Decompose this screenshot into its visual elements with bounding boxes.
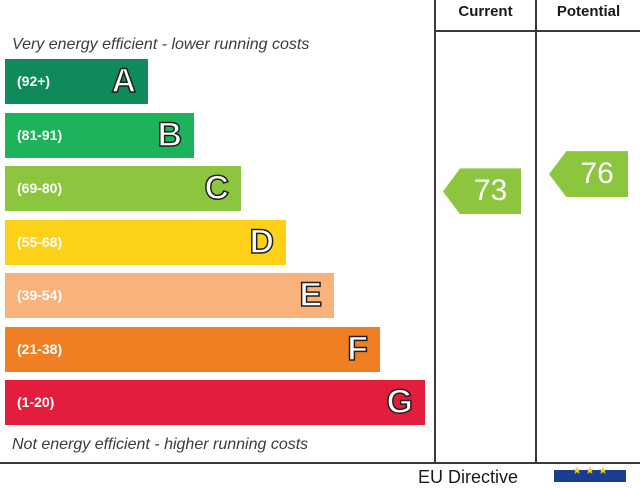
- band-letter: E: [299, 275, 323, 315]
- rating-arrow-potential: 76: [549, 151, 628, 198]
- band-range-label: (92+): [17, 73, 51, 89]
- eu-directive-label: EU Directive: [418, 467, 519, 487]
- rating-value: 76: [580, 157, 614, 191]
- band-a: (92+) A: [5, 59, 148, 104]
- band-range-label: (69-80): [17, 180, 63, 196]
- rating-arrow-shape: [443, 168, 521, 215]
- footer-rule: [0, 462, 640, 464]
- band-e: (39-54) E: [5, 273, 334, 318]
- column-header-current: Current: [458, 3, 513, 20]
- rating-value: 73: [473, 174, 508, 208]
- band-range-label: (21-38): [17, 340, 63, 357]
- band-g: (1-20) G: [5, 380, 425, 425]
- band-letter: C: [204, 168, 230, 208]
- rating-arrow-shape: [549, 151, 628, 198]
- eu-flag-icon: ★ ★ ★: [554, 465, 626, 482]
- band-letter: G: [386, 382, 414, 422]
- band-letter: B: [157, 115, 183, 155]
- header-rule: [434, 30, 640, 32]
- eu-flag-stars: ★ ★ ★: [572, 465, 608, 477]
- band-letter: D: [249, 222, 275, 262]
- column-divider-left: [434, 0, 436, 464]
- band-letter: F: [346, 329, 368, 369]
- band-letter: A: [111, 61, 137, 101]
- band-range-label: (39-54): [17, 287, 63, 303]
- band-range-label: (81-91): [17, 126, 63, 143]
- band-range-label: (1-20): [17, 394, 55, 410]
- bottom-caption: Not energy efficient - higher running co…: [12, 436, 309, 453]
- column-divider-right: [535, 0, 537, 464]
- rating-arrow-current: 73: [443, 168, 521, 215]
- band-range-label: (55-68): [17, 233, 63, 250]
- band-b: (81-91) B: [5, 112, 194, 158]
- top-caption: Very energy efficient - lower running co…: [12, 36, 310, 53]
- band-d: (55-68) D: [5, 219, 286, 265]
- band-c: (69-80) C: [5, 166, 241, 211]
- band-f: (21-38) F: [5, 326, 380, 372]
- column-header-potential: Potential: [556, 3, 621, 20]
